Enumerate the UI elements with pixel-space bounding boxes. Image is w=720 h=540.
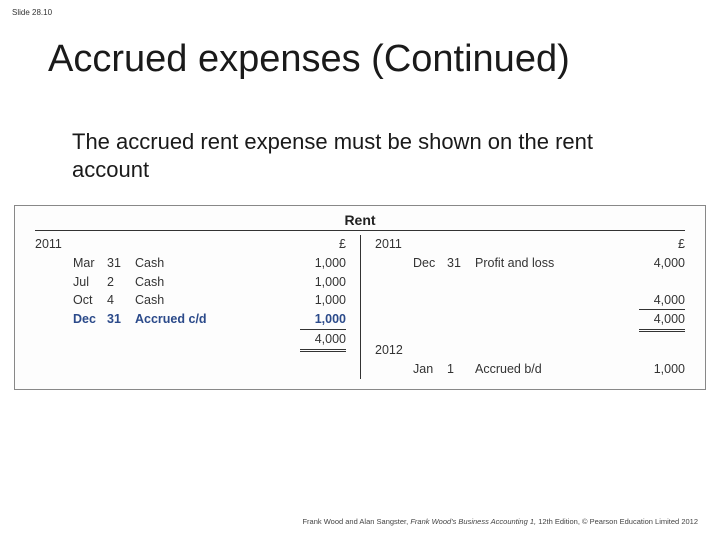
carried-year-row: 2012 [375, 341, 685, 360]
body-text: The accrued rent expense must be shown o… [72, 128, 670, 183]
row-month: Jan [413, 360, 447, 379]
credit-pre-total: 4,000 [375, 291, 685, 311]
rent-t-account: Rent 2011 £ Mar 31 Cash 1,000 Jul 2 Cash [14, 205, 706, 390]
footer-authors: Frank Wood and Alan Sangster, [302, 517, 410, 526]
debit-currency: £ [290, 235, 346, 254]
debit-currency-row: 2011 £ [35, 235, 346, 254]
row-month: Dec [73, 310, 107, 330]
row-amt: 1,000 [290, 254, 346, 273]
page-title: Accrued expenses (Continued) [48, 38, 570, 81]
row-month: Mar [73, 254, 107, 273]
row-amt: 4,000 [629, 254, 685, 273]
account-name: Rent [15, 206, 705, 230]
footer: Frank Wood and Alan Sangster, Frank Wood… [302, 517, 698, 526]
debit-side: 2011 £ Mar 31 Cash 1,000 Jul 2 Cash 1,00… [35, 235, 360, 379]
row-month: Oct [73, 291, 107, 310]
row-day: 31 [447, 254, 475, 273]
row-amt: 1,000 [290, 291, 346, 310]
carried-row: Jan 1 Accrued b/d 1,000 [375, 360, 685, 379]
credit-currency: £ [629, 235, 685, 254]
row-day: 1 [447, 360, 475, 379]
debit-year: 2011 [35, 235, 73, 254]
row-month: Jul [73, 273, 107, 292]
credit-currency-row: 2011 £ [375, 235, 685, 254]
footer-book: Frank Wood's Business Accounting 1, [410, 517, 538, 526]
row-desc: Cash [135, 273, 290, 292]
carried-year: 2012 [375, 341, 413, 360]
credit-subtotal: 4,000 [639, 291, 685, 311]
debit-accrued-row: Dec 31 Accrued c/d 1,000 [35, 310, 346, 330]
row-month: Dec [413, 254, 447, 273]
row-day: 4 [107, 291, 135, 310]
row-day: 31 [107, 254, 135, 273]
credit-row: Dec 31 Profit and loss 4,000 [375, 254, 685, 273]
credit-total: 4,000 [375, 310, 685, 332]
slide-number: Slide 28.10 [12, 8, 52, 17]
spacer [375, 282, 685, 291]
debit-row: Mar 31 Cash 1,000 [35, 254, 346, 273]
row-desc: Accrued b/d [475, 360, 629, 379]
footer-edition: 12th Edition, © Pearson Education Limite… [538, 517, 698, 526]
row-desc: Accrued c/d [135, 310, 290, 330]
spacer [375, 332, 685, 341]
debit-row: Jul 2 Cash 1,000 [35, 273, 346, 292]
credit-year: 2011 [375, 235, 413, 254]
row-desc: Profit and loss [475, 254, 629, 273]
debit-row: Oct 4 Cash 1,000 [35, 291, 346, 310]
credit-side: 2011 £ Dec 31 Profit and loss 4,000 4,00… [360, 235, 685, 379]
row-day: 31 [107, 310, 135, 330]
debit-total: 4,000 [35, 330, 346, 352]
debit-total-value: 4,000 [300, 330, 346, 352]
row-day: 2 [107, 273, 135, 292]
row-desc: Cash [135, 291, 290, 310]
spacer [375, 273, 685, 282]
row-amt: 1,000 [290, 273, 346, 292]
row-amt: 1,000 [290, 310, 346, 330]
account-body: 2011 £ Mar 31 Cash 1,000 Jul 2 Cash 1,00… [15, 231, 705, 389]
row-desc: Cash [135, 254, 290, 273]
row-amt: 1,000 [629, 360, 685, 379]
credit-total-value: 4,000 [639, 310, 685, 332]
